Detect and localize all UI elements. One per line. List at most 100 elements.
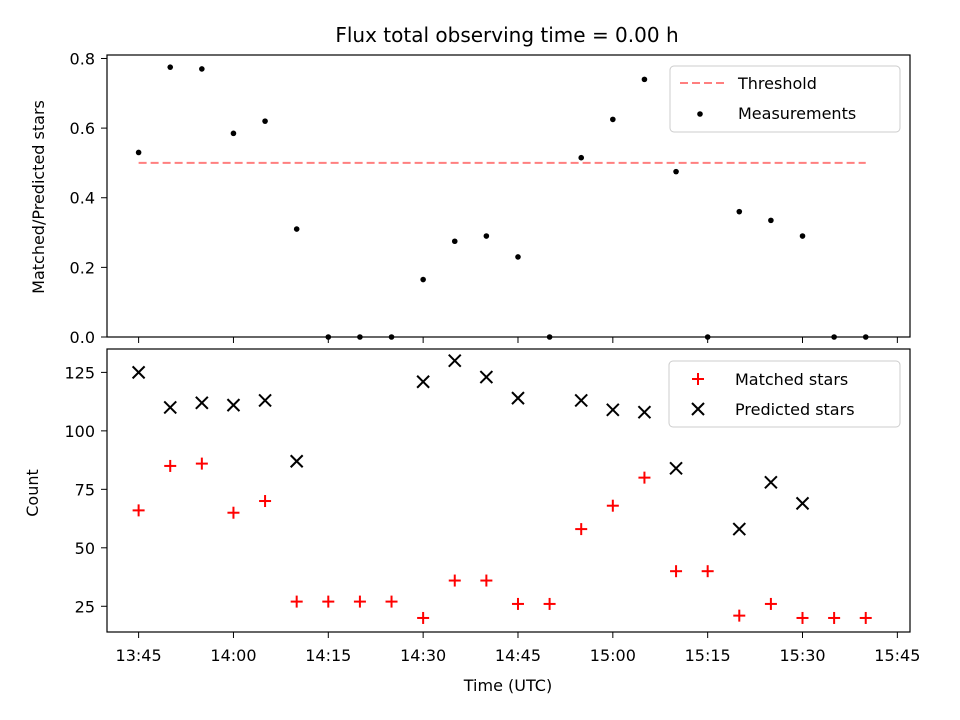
matched-star-point bbox=[733, 609, 746, 622]
top-y-axis-label: Matched/Predicted stars bbox=[29, 100, 48, 294]
bottom-legend: Matched stars Predicted stars bbox=[668, 360, 901, 428]
bottom-legend-box bbox=[668, 360, 901, 428]
measurement-point bbox=[167, 64, 174, 70]
measurement-point bbox=[641, 76, 648, 83]
top-y-tick-label: 0.4 bbox=[70, 189, 95, 208]
measurement-point bbox=[451, 238, 458, 245]
predicted-star-point bbox=[289, 454, 304, 468]
predicted-star-point bbox=[479, 370, 494, 384]
x-tick-label: 13:45 bbox=[116, 646, 162, 665]
threshold-legend-label: Threshold bbox=[737, 74, 817, 93]
top-panel: 0.00.20.40.60.8 Matched/Predicted stars … bbox=[29, 49, 911, 347]
matched-star-point bbox=[353, 595, 366, 608]
measurement-point bbox=[736, 208, 743, 215]
measurement-point bbox=[578, 154, 585, 161]
predicted-star-point bbox=[131, 365, 146, 380]
chart-title: Flux total observing time = 0.00 h bbox=[335, 23, 678, 47]
predicted-star-point bbox=[258, 393, 272, 408]
top-y-axis: 0.0 0.2 0.4 0.6 0.8 bbox=[70, 49, 107, 347]
predicted-star-point bbox=[764, 475, 778, 490]
measurements-legend-label: Measurements bbox=[738, 104, 856, 123]
matched-star-point bbox=[259, 495, 272, 508]
matched-star-point bbox=[511, 597, 524, 610]
predicted-star-point bbox=[511, 391, 525, 405]
x-tick-label: 14:45 bbox=[495, 646, 541, 665]
bottom-x-axis: 13:45 14:00 14:15 14:30 14:45 15:00 15:15 15:30… bbox=[116, 632, 920, 665]
predicted-legend-label: Predicted stars bbox=[735, 400, 855, 419]
measurements-legend-swatch bbox=[697, 111, 703, 117]
predicted-star-point bbox=[195, 396, 209, 410]
measurement-point bbox=[673, 168, 679, 175]
bottom-y-tick-label: 50 bbox=[75, 539, 95, 558]
bottom-y-tick-label: 75 bbox=[75, 480, 95, 499]
measurement-point bbox=[483, 233, 490, 239]
predicted-star-point bbox=[448, 353, 462, 368]
x-tick-label: 15:45 bbox=[874, 646, 920, 665]
matched-star-point bbox=[132, 504, 145, 517]
matched-legend-label: Matched stars bbox=[735, 370, 848, 389]
top-axes-frame bbox=[106, 54, 911, 338]
predicted-legend-swatch bbox=[691, 402, 705, 416]
matched-star-point bbox=[164, 459, 177, 472]
predicted-star-point bbox=[732, 522, 746, 536]
matched-star-point bbox=[290, 595, 303, 608]
measurement-point bbox=[420, 276, 426, 283]
matched-star-point bbox=[227, 506, 240, 519]
matched-star-point bbox=[195, 457, 208, 470]
measurement-point bbox=[768, 217, 774, 224]
measurement-point bbox=[262, 118, 268, 124]
bottom-y-axis: 25 50 75 100 125 bbox=[64, 363, 107, 616]
matched-star-point bbox=[670, 565, 683, 578]
matched-star-point bbox=[701, 565, 714, 578]
top-legend-box bbox=[669, 65, 901, 133]
measurement-point bbox=[799, 233, 806, 239]
matched-star-point bbox=[322, 595, 335, 608]
measurement-point bbox=[199, 66, 205, 72]
bottom-y-axis-label: Count bbox=[23, 469, 42, 517]
bottom-y-tick-label: 25 bbox=[75, 597, 95, 616]
matched-star-point bbox=[448, 574, 461, 587]
predicted-star-point bbox=[574, 393, 588, 408]
x-axis-label: Time (UTC) bbox=[463, 676, 552, 695]
bottom-y-tick-label: 100 bbox=[64, 422, 95, 441]
x-tick-label: 14:15 bbox=[305, 646, 351, 665]
counts-plot-area bbox=[131, 353, 872, 624]
predicted-star-point bbox=[795, 496, 810, 511]
top-y-tick-label: 0.8 bbox=[70, 49, 95, 68]
predicted-star-point bbox=[669, 461, 683, 475]
matched-star-point bbox=[764, 597, 777, 610]
bottom-axes-frame bbox=[106, 348, 911, 633]
top-y-tick-label: 0.2 bbox=[70, 258, 95, 277]
predicted-star-point bbox=[606, 403, 620, 417]
matched-legend-swatch bbox=[692, 373, 704, 385]
matched-star-point bbox=[859, 611, 872, 624]
top-x-axis bbox=[138, 337, 898, 343]
matched-star-point bbox=[575, 523, 588, 536]
measurement-point bbox=[293, 226, 300, 232]
bottom-panel: 25 50 75 100 125 13:45 14:00 14:15 14:30 14:45 15… bbox=[23, 348, 920, 695]
matched-star-point bbox=[606, 499, 619, 512]
matched-star-point bbox=[417, 611, 430, 624]
top-legend: Threshold Measurements bbox=[669, 65, 901, 133]
x-tick-label: 15:15 bbox=[685, 646, 731, 665]
predicted-star-point bbox=[416, 375, 430, 389]
top-y-tick-label: 0.0 bbox=[70, 328, 95, 347]
matched-star-point bbox=[385, 595, 398, 608]
x-tick-label: 15:00 bbox=[590, 646, 636, 665]
top-y-tick-label: 0.6 bbox=[70, 119, 95, 138]
predicted-star-point bbox=[226, 398, 241, 412]
bottom-y-tick-label: 125 bbox=[64, 363, 95, 382]
measurement-point bbox=[515, 254, 521, 260]
measurement-point bbox=[135, 149, 142, 156]
x-tick-label: 14:00 bbox=[210, 646, 256, 665]
measurement-point bbox=[230, 130, 237, 137]
matched-star-point bbox=[828, 611, 841, 624]
x-tick-label: 15:30 bbox=[779, 646, 825, 665]
predicted-star-point bbox=[163, 400, 177, 415]
matched-star-point bbox=[638, 471, 651, 484]
x-tick-label: 14:30 bbox=[400, 646, 446, 665]
ratio-plot-area bbox=[135, 64, 869, 340]
matched-star-point bbox=[796, 611, 809, 624]
predicted-star-point bbox=[637, 405, 652, 419]
